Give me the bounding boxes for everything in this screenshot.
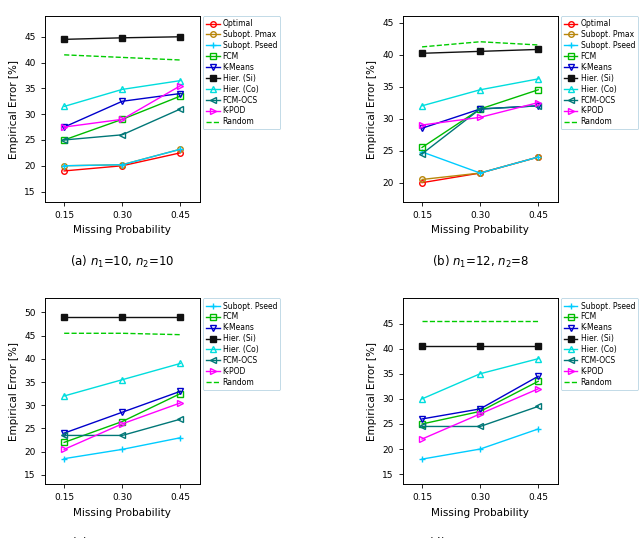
X-axis label: Missing Probability: Missing Probability <box>431 508 529 518</box>
X-axis label: Missing Probability: Missing Probability <box>74 508 171 518</box>
Text: (d) $n_1$=42, $n_2$=28: (d) $n_1$=42, $n_2$=28 <box>428 536 532 538</box>
Legend: Optimal, Subopt. Pmax, Subopt. Pseed, FCM, K-Means, Hier. (Si), Hier. (Co), FCM-: Optimal, Subopt. Pmax, Subopt. Pseed, FC… <box>561 16 638 130</box>
Y-axis label: Empirical Error [%]: Empirical Error [%] <box>9 342 19 441</box>
Y-axis label: Empirical Error [%]: Empirical Error [%] <box>9 60 19 159</box>
X-axis label: Missing Probability: Missing Probability <box>74 225 171 236</box>
Text: (c) $n_1$=35, $n_2$=35: (c) $n_1$=35, $n_2$=35 <box>70 536 174 538</box>
Legend: Optimal, Subopt. Pmax, Subopt. Pseed, FCM, K-Means, Hier. (Si), Hier. (Co), FCM-: Optimal, Subopt. Pmax, Subopt. Pseed, FC… <box>203 16 280 130</box>
Legend: Subopt. Pseed, FCM, K-Means, Hier. (Si), Hier. (Co), FCM-OCS, K-POD, Random: Subopt. Pseed, FCM, K-Means, Hier. (Si),… <box>203 299 280 390</box>
Legend: Subopt. Pseed, FCM, K-Means, Hier. (Si), Hier. (Co), FCM-OCS, K-POD, Random: Subopt. Pseed, FCM, K-Means, Hier. (Si),… <box>561 299 638 390</box>
Text: (b) $n_1$=12, $n_2$=8: (b) $n_1$=12, $n_2$=8 <box>431 254 529 270</box>
X-axis label: Missing Probability: Missing Probability <box>431 225 529 236</box>
Y-axis label: Empirical Error [%]: Empirical Error [%] <box>367 60 376 159</box>
Text: (a) $n_1$=10, $n_2$=10: (a) $n_1$=10, $n_2$=10 <box>70 254 175 270</box>
Y-axis label: Empirical Error [%]: Empirical Error [%] <box>367 342 376 441</box>
